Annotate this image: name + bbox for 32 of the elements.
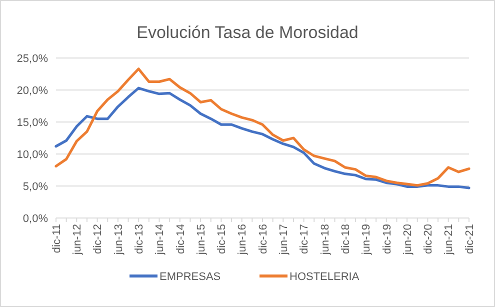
y-tick-label: 25,0%: [16, 52, 48, 65]
x-tick-label: dic-18: [340, 224, 352, 254]
x-tick-label: dic-20: [422, 224, 435, 254]
x-tick-label: dic-13: [133, 224, 146, 254]
x-tick-label: jun-21: [443, 224, 456, 256]
y-tick-label: 0,0%: [22, 212, 48, 225]
x-tick-label: dic-17: [298, 224, 311, 254]
x-tick-label: dic-11: [50, 224, 63, 254]
x-tick-label: jun-16: [236, 224, 249, 256]
line-series: [54, 86, 470, 190]
x-tick-label: dic-14: [174, 224, 187, 254]
x-tick-label: jun-18: [319, 224, 332, 256]
x-tick-label: jun-14: [154, 224, 166, 256]
x-tick-label: dic-21: [464, 224, 476, 254]
y-tick-label: 5,0%: [22, 180, 48, 193]
legend-label: EMPRESAS: [160, 270, 221, 283]
x-tick-label: jun-15: [195, 224, 208, 256]
x-tick-label: dic-12: [92, 224, 104, 254]
x-tick-label: jun-17: [278, 224, 290, 256]
x-tick-label: jun-12: [72, 224, 84, 256]
chart-title: Evolución Tasa de Morosidad: [136, 23, 358, 42]
legend-label: HOSTELERIA: [290, 270, 360, 283]
x-tick-label: jun-19: [360, 224, 373, 256]
x-tick-label: dic-19: [381, 224, 394, 254]
y-tick-label: 15,0%: [16, 116, 48, 129]
x-tick-label: dic-16: [257, 224, 270, 254]
y-tick-label: 20,0%: [16, 84, 48, 97]
y-tick-label: 10,0%: [16, 148, 48, 161]
line-series: [54, 68, 470, 187]
x-tick-label: jun-20: [402, 224, 414, 256]
x-tick-label: dic-15: [216, 224, 228, 254]
x-tick-label: jun-13: [112, 224, 125, 256]
